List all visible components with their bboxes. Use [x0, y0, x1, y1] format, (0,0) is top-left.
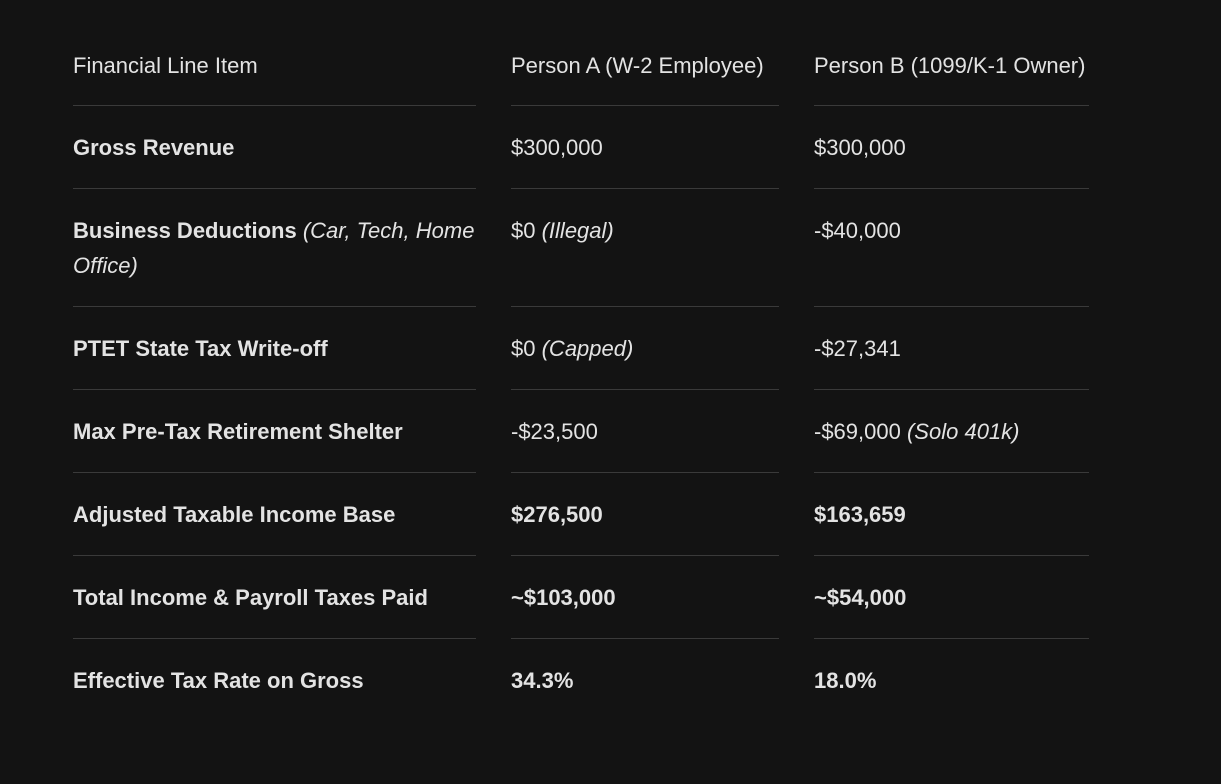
cell-text: -$40,000 — [814, 218, 901, 243]
table-cell: ~$54,000 — [814, 556, 1089, 639]
cell-text: $163,659 — [814, 502, 906, 527]
table-cell: 18.0% — [814, 639, 1089, 721]
cell-text: $0 — [511, 218, 536, 243]
cell-text: -$69,000 — [814, 419, 901, 444]
table-cell: $300,000 — [511, 106, 779, 189]
cell-text: Effective Tax Rate on Gross — [73, 668, 364, 693]
cell-text: $300,000 — [511, 135, 603, 160]
table-row: Effective Tax Rate on Gross 34.3% 18.0% — [73, 639, 1089, 721]
table-row: Adjusted Taxable Income Base $276,500 $163… — [73, 473, 1089, 556]
table-cell: $276,500 — [511, 473, 779, 556]
table-cell: $300,000 — [814, 106, 1089, 189]
table-cell: Adjusted Taxable Income Base — [73, 473, 476, 556]
table-cell: Total Income & Payroll Taxes Paid — [73, 556, 476, 639]
cell-note: (Capped) — [541, 336, 634, 361]
table-row: PTET State Tax Write-off $0 (Capped) -$27,… — [73, 307, 1089, 390]
cell-text: Gross Revenue — [73, 135, 235, 160]
table-cell: $0 (Capped) — [511, 307, 779, 390]
cell-text: Adjusted Taxable Income Base — [73, 502, 396, 527]
table-cell: -$23,500 — [511, 390, 779, 473]
header-cell: Financial Line Item — [73, 30, 476, 106]
table-cell: $0 (Illegal) — [511, 189, 779, 307]
table-row: Total Income & Payroll Taxes Paid ~$103,0… — [73, 556, 1089, 639]
cell-note: (Car, Tech, Home Office) — [73, 218, 475, 278]
table-row: Max Pre-Tax Retirement Shelter -$23,500 -$… — [73, 390, 1089, 473]
header-cell: Person A (W-2 Employee) — [511, 30, 779, 106]
table-cell: PTET State Tax Write-off — [73, 307, 476, 390]
cell-text: 34.3% — [511, 668, 574, 693]
table-body: Gross Revenue $300,000 $300,000 Business De… — [73, 106, 1089, 721]
header-cell: Person B (1099/K-1 Owner) — [814, 30, 1089, 106]
cell-text: ~$54,000 — [814, 585, 907, 610]
cell-text: Business Deductions — [73, 218, 297, 243]
cell-note: (Solo 401k) — [906, 419, 1020, 444]
cell-text: -$23,500 — [511, 419, 598, 444]
page: Financial Line Item Person A (W-2 Employe… — [0, 30, 1221, 784]
table-cell: -$27,341 — [814, 307, 1089, 390]
cell-text: $276,500 — [511, 502, 603, 527]
cell-text: $300,000 — [814, 135, 906, 160]
cell-text: $0 — [511, 336, 536, 361]
table-row: Gross Revenue $300,000 $300,000 — [73, 106, 1089, 189]
tax-table: Financial Line Item Person A (W-2 Employe… — [38, 30, 1124, 721]
table-cell: 34.3% — [511, 639, 779, 721]
header-row: Financial Line Item Person A (W-2 Employe… — [73, 30, 1089, 106]
table-cell: Gross Revenue — [73, 106, 476, 189]
table-cell: Business Deductions (Car, Tech, Home Off… — [73, 189, 476, 307]
table-row: Business Deductions (Car, Tech, Home Off… — [73, 189, 1089, 307]
table-cell: ~$103,000 — [511, 556, 779, 639]
table-cell: -$69,000 (Solo 401k) — [814, 390, 1089, 473]
table-cell: -$40,000 — [814, 189, 1089, 307]
cell-text: ~$103,000 — [511, 585, 616, 610]
table-cell: Effective Tax Rate on Gross — [73, 639, 476, 721]
table-cell: Max Pre-Tax Retirement Shelter — [73, 390, 476, 473]
cell-text: -$27,341 — [814, 336, 901, 361]
cell-text: PTET State Tax Write-off — [73, 336, 328, 361]
cell-text: Total Income & Payroll Taxes Paid — [73, 585, 428, 610]
table-cell: $163,659 — [814, 473, 1089, 556]
cell-note: (Illegal) — [541, 218, 614, 243]
cell-text: 18.0% — [814, 668, 877, 693]
cell-text: Max Pre-Tax Retirement Shelter — [73, 419, 403, 444]
